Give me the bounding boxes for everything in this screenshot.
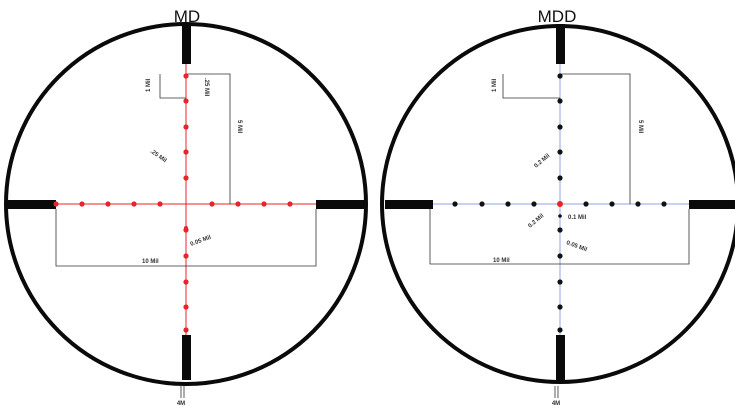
post-left	[8, 200, 56, 209]
reticle-dot-small	[184, 226, 188, 230]
post-bottom	[182, 335, 191, 380]
label-tenth-mil: 0.1 Mil	[568, 215, 587, 221]
label-1mil: 1 Mil	[146, 78, 152, 92]
dots-vertical-lower	[183, 227, 189, 333]
label-quarter-mil-diag: .25 Mil	[149, 149, 168, 165]
post-bottom	[556, 335, 565, 380]
reticle-dot	[183, 253, 189, 259]
reticle-dot	[287, 201, 293, 207]
reticle-dot	[105, 201, 111, 207]
reticle-dot	[183, 327, 189, 333]
post-top	[182, 24, 191, 64]
reticle-dot	[183, 175, 189, 181]
post-left	[385, 200, 433, 209]
reticle-dot	[635, 201, 641, 207]
reticle-dot	[183, 279, 189, 285]
reticle-dot	[557, 124, 563, 130]
reticle-dot	[557, 175, 563, 181]
label-1mil: 1 Mil	[492, 78, 498, 92]
label-small-dot: 0.05 Mil	[565, 240, 588, 253]
reticle-md-title: MD	[174, 7, 200, 26]
center-dot	[557, 201, 563, 207]
dots-vertical-lower	[557, 227, 563, 333]
reticle-dot	[505, 201, 511, 207]
reticle-dot	[557, 149, 563, 155]
reticle-dot	[183, 98, 189, 104]
dimension-5mil-bracket	[186, 73, 231, 204]
reticle-dot	[131, 201, 137, 207]
reticle-dot	[209, 201, 215, 207]
reticle-dot	[531, 201, 537, 207]
post-right	[689, 200, 735, 209]
reticle-dot	[261, 201, 267, 207]
label-10mil: 10 Mil	[142, 259, 159, 265]
reticle-dot	[557, 304, 563, 310]
reticle-dot	[557, 253, 563, 259]
dots-horizontal-left	[452, 201, 537, 207]
reticle-dot	[661, 201, 667, 207]
label-small-dot: 0.05 Mil	[190, 235, 213, 248]
label-10mil: 10 Mil	[493, 258, 510, 264]
dots-horizontal-left	[53, 201, 163, 207]
label-center-diag: 0.2 Mil	[527, 213, 545, 230]
label-bottom: 4M	[177, 401, 185, 407]
reticle-dot	[183, 304, 189, 310]
reticle-dot	[557, 98, 563, 104]
dimension-1mil-bracket	[159, 74, 186, 99]
reticle-dot	[183, 124, 189, 130]
reticle-dot	[53, 201, 59, 207]
dots-horizontal-right	[583, 201, 667, 207]
reticle-md: MD	[4, 7, 368, 407]
label-5mil: 5 Mil	[236, 120, 242, 134]
reticle-mdd-title: MDD	[538, 7, 577, 26]
reticle-dot	[583, 201, 589, 207]
label-quarter-mil-diag: 0.2 Mil	[533, 153, 551, 170]
reticle-dot	[557, 73, 563, 79]
dimension-10mil-bracket	[55, 209, 317, 267]
reticle-dot-small	[558, 214, 562, 218]
dimension-10mil-bracket	[429, 209, 690, 265]
reticle-dot	[452, 201, 458, 207]
reticle-dot	[235, 201, 241, 207]
reticle-dot	[609, 201, 615, 207]
dimension-1mil-bracket	[502, 74, 560, 99]
dots-vertical-upper	[557, 73, 563, 181]
reticle-mdd: MDD	[380, 7, 735, 407]
dots-horizontal-right	[209, 201, 293, 207]
reticle-dot	[157, 201, 163, 207]
reticle-dot	[557, 227, 563, 233]
reticle-dot	[79, 201, 85, 207]
reticle-dot	[557, 327, 563, 333]
label-bottom: 4M	[552, 401, 560, 407]
dimension-5mil-bracket	[560, 73, 631, 204]
post-right	[316, 200, 364, 209]
reticle-dot	[183, 73, 189, 79]
reticle-dot	[479, 201, 485, 207]
dots-vertical-upper	[183, 73, 189, 181]
reticle-dot	[557, 279, 563, 285]
post-top	[556, 24, 565, 64]
label-quarter-mil-vertical: .25 Mil	[203, 78, 209, 97]
label-5mil: 5 Mil	[637, 120, 643, 134]
reticle-dot	[183, 149, 189, 155]
